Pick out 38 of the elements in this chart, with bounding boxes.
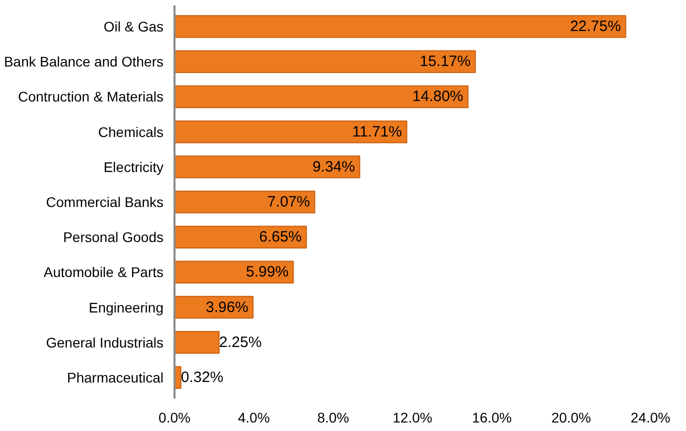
bar [174, 15, 626, 38]
data-label: 22.75% [570, 18, 621, 36]
data-label: 9.34% [312, 158, 355, 176]
y-tick-label: Engineering [88, 299, 164, 316]
y-tick-label: Electricity [104, 158, 164, 175]
y-tick-label: Oil & Gas [104, 18, 164, 35]
y-tick-label: Personal Goods [63, 229, 164, 246]
data-label: 3.96% [206, 298, 248, 316]
data-label: 2.25% [219, 334, 262, 351]
bar [174, 260, 294, 284]
y-tick-label: Contruction & Materials [18, 88, 164, 105]
x-tick-label: 20.0% [551, 410, 592, 426]
data-label: 5.99% [246, 264, 289, 281]
data-label: 0.32% [180, 368, 224, 386]
bar [174, 226, 307, 248]
x-tick-label: 12.0% [392, 410, 432, 426]
y-tick-label: General Industrials [46, 334, 164, 350]
bar [174, 156, 360, 178]
x-tick-label: 8.0% [317, 410, 350, 426]
x-tick-label: 16.0% [472, 410, 512, 426]
y-tick-label: Chemicals [98, 124, 164, 140]
x-tick-label: 4.0% [238, 410, 270, 426]
data-label: 7.07% [267, 194, 310, 210]
bar [174, 330, 220, 354]
data-label: 6.65% [259, 228, 302, 246]
data-label: 14.80% [412, 88, 464, 106]
y-tick-label: Automobile & Parts [44, 264, 164, 280]
bar [174, 85, 469, 108]
y-tick-label: Pharmaceutical [67, 369, 164, 386]
data-label: 15.17% [420, 53, 471, 70]
x-tick-label: 0.0% [158, 410, 190, 426]
bar [174, 120, 408, 144]
bar [174, 190, 316, 214]
bar [174, 50, 476, 74]
data-label: 11.71% [352, 123, 402, 140]
y-tick-label: Commercial Banks [46, 194, 164, 210]
y-tick-label: Bank Balance and Others [4, 54, 164, 70]
x-tick-label: 24.0% [630, 410, 670, 426]
